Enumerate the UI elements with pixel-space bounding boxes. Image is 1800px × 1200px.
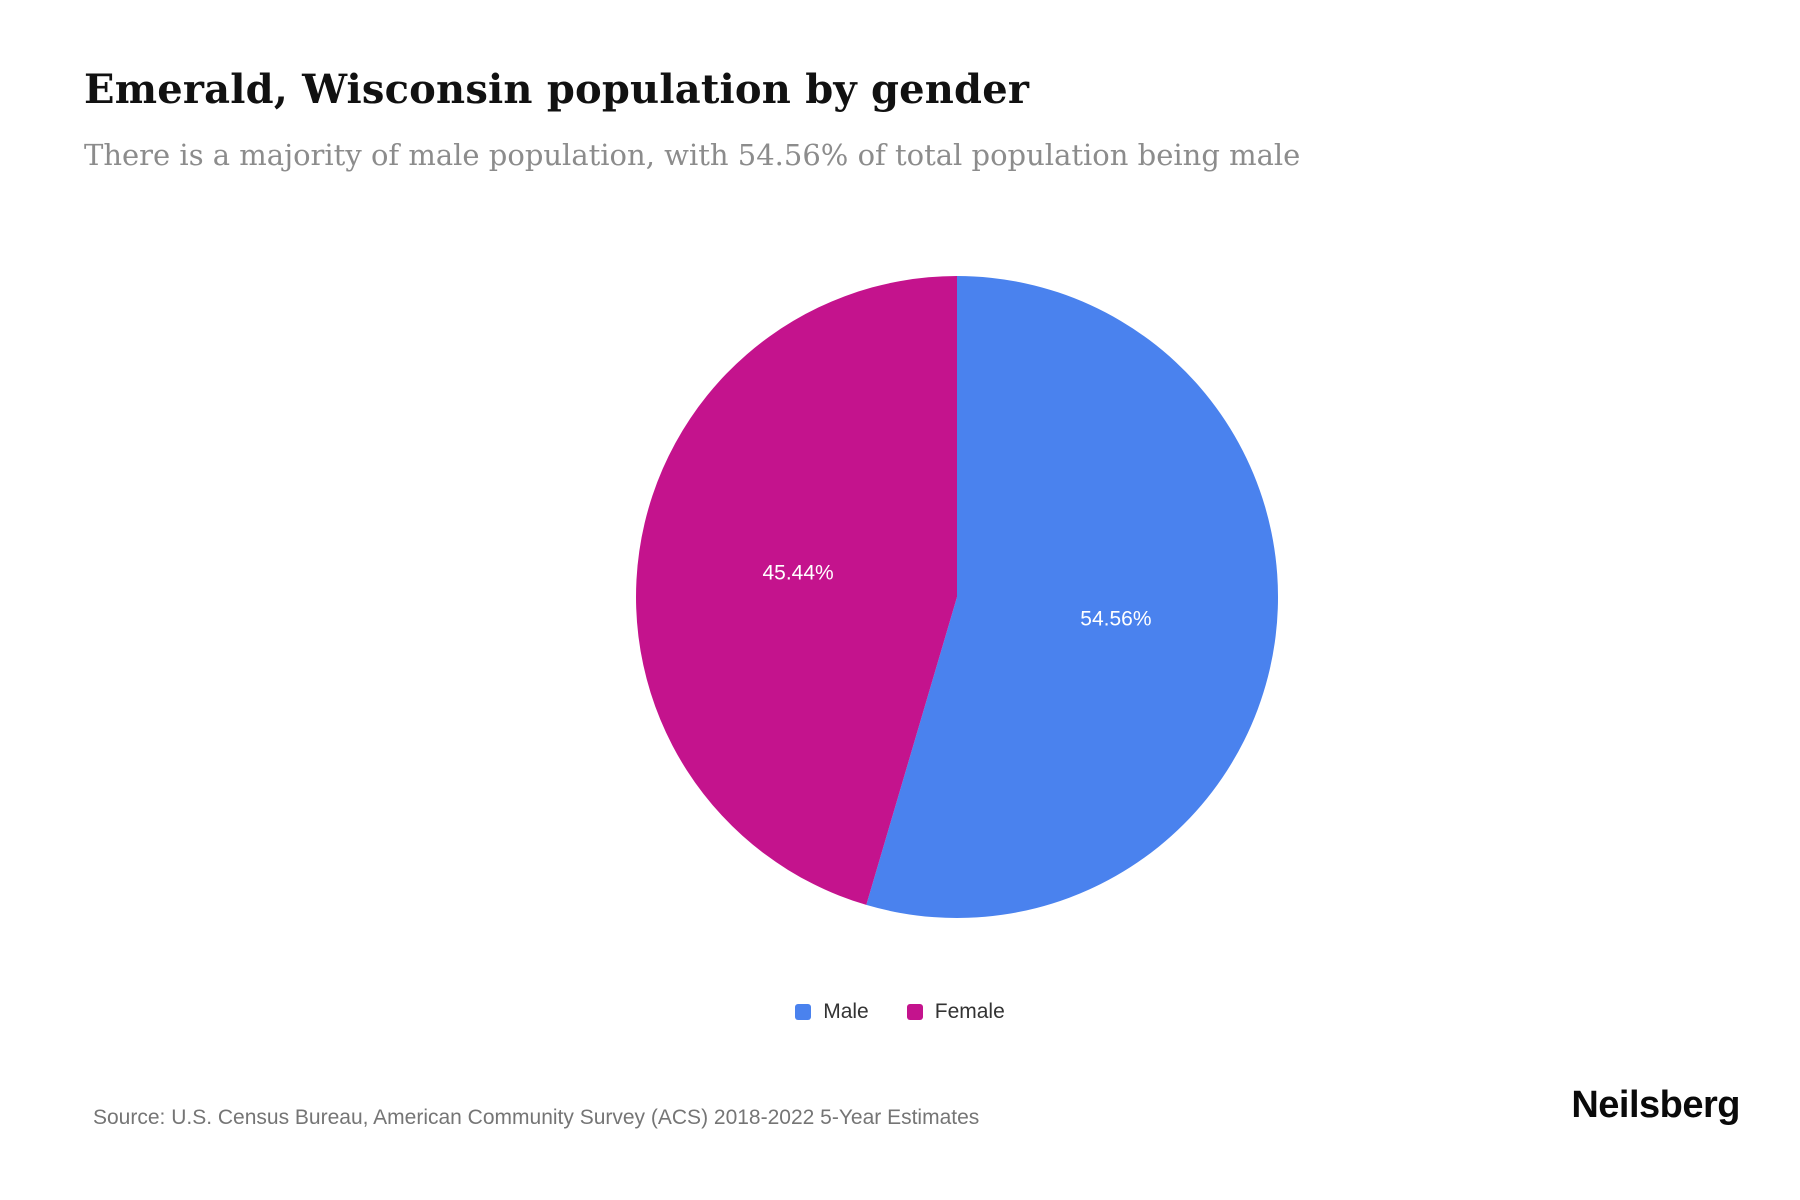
pie-label-female: 45.44% — [762, 562, 833, 585]
chart-legend: Male Female — [0, 1000, 1800, 1024]
legend-item-female[interactable]: Female — [906, 1000, 1005, 1024]
page-subtitle: There is a majority of male population, … — [84, 138, 1301, 172]
neilsberg-logo: Neilsberg — [1571, 1084, 1740, 1126]
source-note: Source: U.S. Census Bureau, American Com… — [93, 1106, 980, 1129]
female-legend-label: Female — [934, 1000, 1005, 1023]
pie-chart-container: 54.56% 45.44% — [627, 267, 1287, 927]
male-legend-swatch — [795, 1004, 812, 1020]
male-legend-label: Male — [823, 1000, 869, 1023]
legend-item-male[interactable]: Male — [795, 1000, 869, 1024]
page-title: Emerald, Wisconsin population by gender — [84, 66, 1030, 113]
pie-slice-female[interactable] — [636, 276, 957, 905]
female-legend-swatch — [906, 1004, 923, 1020]
pie-label-male: 54.56% — [1080, 607, 1151, 630]
pie-slice-male[interactable] — [866, 276, 1279, 918]
pie-chart: 54.56% 45.44% — [636, 276, 1279, 918]
